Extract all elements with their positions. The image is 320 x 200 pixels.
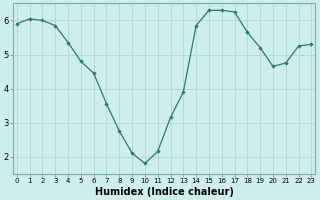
X-axis label: Humidex (Indice chaleur): Humidex (Indice chaleur) (95, 187, 234, 197)
